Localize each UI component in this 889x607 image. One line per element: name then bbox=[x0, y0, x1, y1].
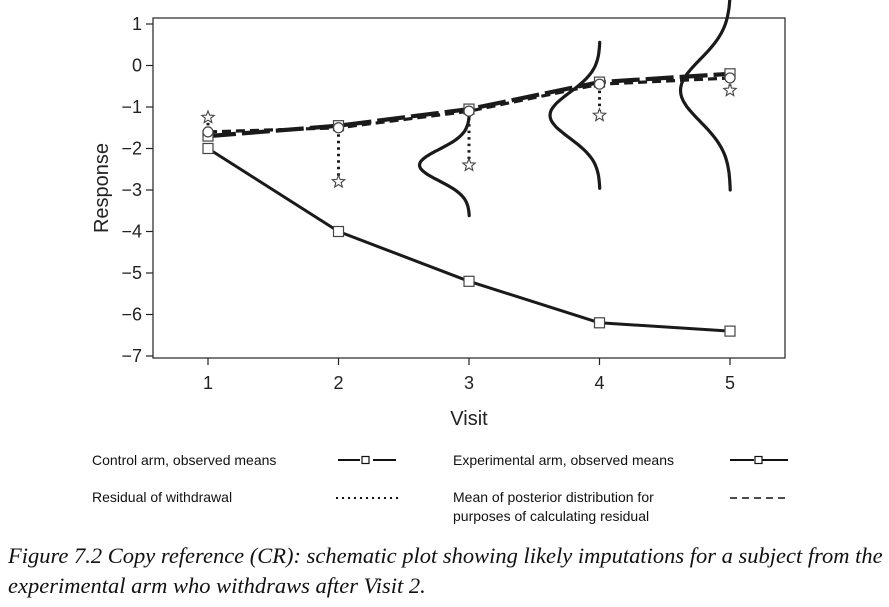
square-marker bbox=[332, 225, 345, 238]
y-tick-label: −1 bbox=[121, 97, 142, 117]
star-marker bbox=[330, 173, 347, 189]
series-line bbox=[207, 147, 731, 333]
star-marker bbox=[591, 107, 608, 122]
y-tick-label: 0 bbox=[132, 56, 142, 76]
circle-marker bbox=[463, 105, 475, 117]
legend-symbol-residual bbox=[336, 497, 398, 499]
figure-caption: Figure 7.2 Copy reference (CR): schemati… bbox=[8, 543, 883, 598]
x-axis: 1 2 3 4 5 bbox=[203, 358, 735, 393]
legend-symbol-posterior bbox=[730, 497, 790, 499]
legend-label-posterior-line1: Mean of posterior distribution for bbox=[453, 489, 654, 505]
x-tick-label: 4 bbox=[594, 373, 604, 393]
legend-symbol-control bbox=[338, 455, 396, 465]
y-tick-label: −4 bbox=[121, 222, 142, 242]
square-marker bbox=[724, 325, 736, 337]
legend-label-experimental: Experimental arm, observed means bbox=[453, 452, 674, 468]
x-tick-label: 5 bbox=[725, 373, 735, 393]
x-tick-label: 2 bbox=[333, 373, 343, 393]
posterior-densities bbox=[417, 0, 732, 218]
legend-label-posterior-line2: purposes of calculating residual bbox=[453, 508, 650, 524]
square-marker bbox=[202, 142, 214, 155]
y-tick-label: −3 bbox=[121, 180, 142, 200]
y-axis: 1 0 −1 −2 −3 −4 −5 −6 −7 bbox=[121, 14, 153, 366]
markers bbox=[200, 68, 738, 337]
y-tick-label: −7 bbox=[121, 346, 142, 366]
legend-symbol-experimental bbox=[730, 455, 788, 465]
circle-marker bbox=[724, 72, 736, 84]
density-curve bbox=[548, 40, 602, 190]
circle-marker bbox=[593, 78, 606, 90]
circle-marker bbox=[332, 122, 345, 134]
x-tick-label: 1 bbox=[203, 373, 213, 393]
star-marker bbox=[461, 157, 477, 172]
star-marker bbox=[722, 82, 738, 97]
density-curve bbox=[417, 112, 471, 218]
x-tick-label: 3 bbox=[464, 373, 474, 393]
y-tick-label: −5 bbox=[121, 263, 142, 283]
chart: 1 0 −1 −2 −3 −4 −5 −6 −7 1 2 3 4 5 Response Visit bbox=[91, 0, 786, 430]
square-marker bbox=[593, 317, 606, 329]
y-axis-label: Response bbox=[91, 143, 113, 233]
series-line bbox=[207, 76, 731, 134]
legend-label-residual: Residual of withdrawal bbox=[92, 489, 233, 505]
star-marker bbox=[200, 109, 216, 124]
y-tick-label: 1 bbox=[132, 14, 142, 34]
x-axis-label: Visit bbox=[450, 408, 488, 430]
y-tick-label: −6 bbox=[121, 305, 142, 325]
y-tick-label: −2 bbox=[121, 139, 142, 159]
density-curve bbox=[678, 0, 732, 192]
square-marker bbox=[463, 275, 475, 287]
legend-label-control: Control arm, observed means bbox=[92, 452, 277, 468]
circle-marker bbox=[202, 126, 214, 138]
